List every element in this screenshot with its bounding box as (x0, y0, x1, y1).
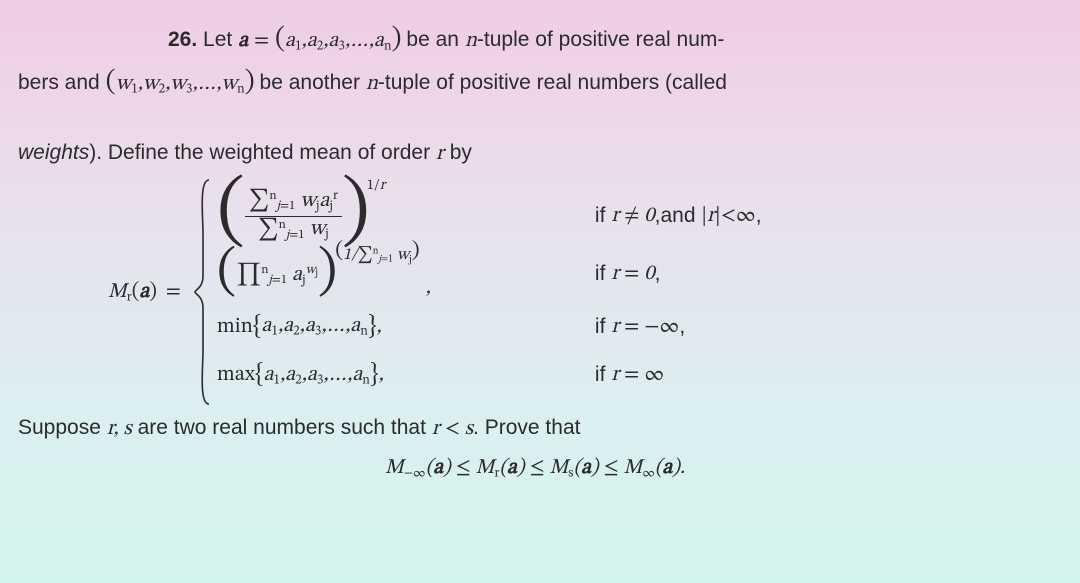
c4-sub: n (362, 374, 370, 387)
c3-if: if (595, 311, 606, 344)
equation-cases: ( ∑nj=1 wjajr ∑nj=1 wj )1/r if r ≠ 0, an… (217, 189, 762, 395)
left-brace-icon (193, 176, 213, 408)
c1-sumbot: j=1 (277, 199, 296, 212)
weights-line: weights). Define the weighted mean of or… (18, 137, 1052, 171)
lhs-close: ) (149, 281, 157, 302)
c2-bot: j=1 (268, 273, 287, 286)
case-2-expr: ( ∏nj=1 ajwj ) (1/∑nj=1 wj) , (217, 251, 567, 299)
problem-intro: 26. Let a = (a1,a2,a3,…,an) be an n-tupl… (18, 18, 1052, 105)
case-1-expr: ( ∑nj=1 wjajr ∑nj=1 wj )1/r (217, 189, 567, 242)
c1-sumtop2: n (279, 218, 286, 231)
text-be-another: be another (260, 71, 360, 94)
word-let: Let (203, 28, 232, 51)
case-3-expr: min {a1,a2,a3,…,an}, (217, 307, 567, 347)
paren-close: ) (391, 18, 401, 61)
case-4-expr: max {a1,a2,a3,…,an}, (217, 355, 567, 395)
tuple-w: (w1,w2,w3,…,wn) (106, 73, 260, 94)
case1-fraction: ∑nj=1 wjajr ∑nj=1 wj (245, 189, 342, 242)
text-line2c: -tuple of positive real numbers (called (378, 71, 727, 94)
c1-if: if (595, 200, 606, 233)
final-inequality: M−∞(a) ≤ Mr(a) ≤ Ms(a) ≤ M∞(a). (18, 452, 1052, 485)
c4-if: if (595, 359, 606, 392)
case-1-cond: if r ≠ 0, and |r| < ∞, (595, 192, 762, 240)
paren-close-w: ) (245, 61, 255, 104)
word-suppose: Suppose (18, 416, 101, 439)
word-by: by (450, 141, 472, 164)
case-3-cond: if r = −∞, (595, 311, 762, 344)
word-weights: weights (18, 141, 89, 164)
tuple-a: (a1,a2,a3,…,an) (275, 30, 406, 51)
definition-equation: Mr(a) = ( ∑nj=1 wjajr ∑nj=1 wj )1/r (18, 176, 1052, 408)
text-tuple-of: -tuple of positive real num- (477, 28, 724, 51)
word-prove: Prove that (485, 416, 581, 439)
text-bers-and: bers and (18, 71, 100, 94)
problem-number: 26. (168, 28, 197, 51)
var-n1: n (465, 30, 477, 51)
c2-if: if (595, 258, 606, 291)
paren-open: ( (275, 18, 285, 61)
vars-rs: r, s (107, 418, 132, 439)
c2-ebot: j=1 (378, 255, 393, 264)
c1-and: and (660, 200, 695, 233)
equation-lhs: Mr(a) = (18, 276, 191, 309)
suppose-mid: are two real numbers such that (138, 416, 426, 439)
lhs-eq: = (162, 281, 185, 302)
weights-rest: ). Define the weighted mean of order (89, 141, 430, 164)
paren-open-w: ( (106, 61, 116, 104)
c3-sub: n (360, 326, 368, 339)
case-2-cond: if r = 0, (595, 251, 762, 299)
suppose-line: Suppose r, s are two real numbers such t… (18, 412, 1052, 446)
sym-M: M (108, 281, 127, 302)
ineq-rs: r < s (432, 418, 473, 439)
c2-comma: , (426, 272, 431, 305)
equals-sign: = (254, 30, 269, 51)
var-r: r (436, 143, 444, 164)
lhs-a: a (139, 281, 149, 302)
c1-r: r (333, 190, 338, 203)
var-n2: n (366, 73, 378, 94)
c1-sumbot2: j=1 (286, 228, 305, 241)
text-be-an: be an (406, 28, 459, 51)
c1-sumtop: n (269, 189, 276, 202)
case-4-cond: if r = ∞ (595, 359, 762, 392)
vector-a: a (238, 30, 248, 51)
